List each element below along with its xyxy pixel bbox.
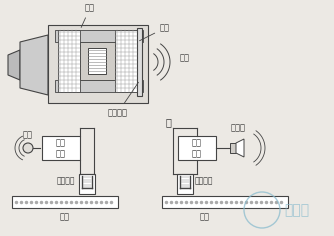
Polygon shape — [236, 139, 244, 157]
Bar — [55, 30, 143, 42]
Text: 磁铁: 磁铁 — [81, 4, 95, 27]
Bar — [137, 28, 142, 96]
Bar — [58, 30, 80, 92]
Text: 磁带: 磁带 — [200, 212, 210, 221]
Text: 磁带: 磁带 — [60, 212, 70, 221]
Bar — [79, 174, 95, 194]
Text: 放大
电路: 放大 电路 — [56, 138, 66, 158]
Bar — [177, 174, 193, 194]
Bar — [88, 48, 106, 74]
Bar — [115, 30, 137, 92]
Polygon shape — [8, 50, 20, 80]
Text: 声波: 声波 — [180, 54, 190, 63]
Text: 甲: 甲 — [165, 117, 171, 127]
Bar — [12, 196, 118, 208]
Bar — [162, 196, 288, 208]
Circle shape — [23, 143, 33, 153]
Bar — [55, 80, 143, 92]
Text: 日月辰: 日月辰 — [284, 203, 309, 217]
Text: 放大
电路: 放大 电路 — [192, 138, 202, 158]
Bar — [178, 136, 216, 160]
Text: 话筒: 话筒 — [23, 131, 33, 139]
Polygon shape — [20, 35, 48, 95]
Bar — [42, 136, 80, 160]
Text: 金属膜片: 金属膜片 — [108, 82, 138, 117]
Text: 录音磁头: 录音磁头 — [56, 176, 75, 185]
Text: 录音磁头: 录音磁头 — [195, 176, 213, 185]
Text: 音圈: 音圈 — [140, 24, 170, 41]
Bar — [80, 42, 115, 80]
Bar — [230, 143, 236, 153]
Text: 扬声器: 扬声器 — [230, 123, 245, 132]
Bar — [48, 25, 148, 103]
